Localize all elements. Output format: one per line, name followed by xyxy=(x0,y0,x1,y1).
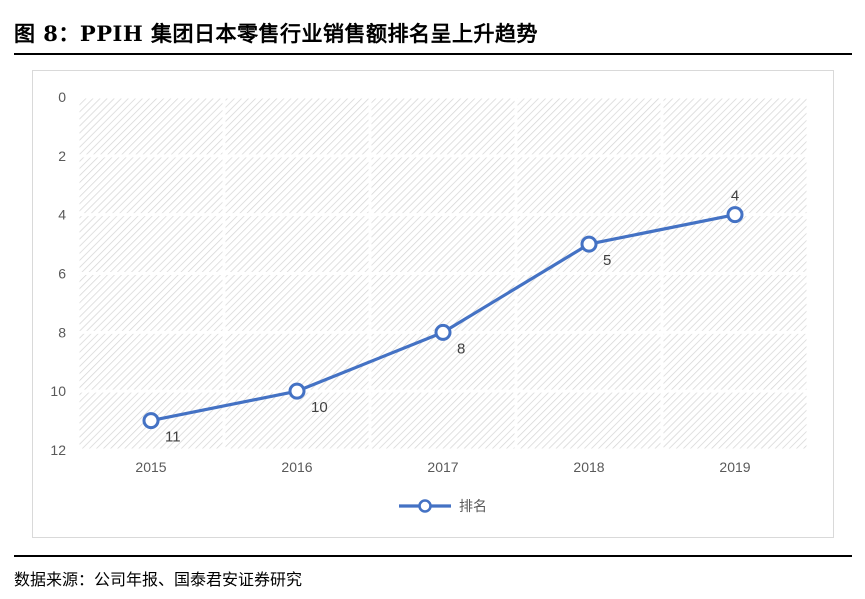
y-tick-label: 8 xyxy=(58,324,66,340)
source-rule xyxy=(14,555,852,557)
x-tick-label: 2016 xyxy=(281,459,312,475)
data-point xyxy=(288,382,306,400)
title-rule xyxy=(14,53,852,55)
legend-marker xyxy=(418,499,432,513)
y-tick-label: 0 xyxy=(58,89,66,105)
data-point xyxy=(142,412,160,430)
x-tick-label: 2017 xyxy=(427,459,458,475)
source-note: 数据来源：公司年报、国泰君安证券研究 xyxy=(14,570,303,589)
data-point xyxy=(580,235,598,253)
data-label: 5 xyxy=(603,252,611,269)
y-tick-label: 12 xyxy=(50,442,66,458)
legend-label: 排名 xyxy=(459,499,487,515)
y-tick-label: 2 xyxy=(58,148,66,164)
y-tick-label: 4 xyxy=(58,207,66,223)
y-tick-label: 6 xyxy=(58,266,66,282)
data-point xyxy=(434,323,452,341)
x-tick-label: 2015 xyxy=(135,459,166,475)
data-label: 11 xyxy=(165,429,181,446)
data-point xyxy=(726,206,744,224)
x-tick-label: 2018 xyxy=(573,459,604,475)
y-tick-label: 10 xyxy=(50,383,66,399)
data-label: 4 xyxy=(731,188,739,205)
data-label: 10 xyxy=(311,399,328,416)
x-tick-label: 2019 xyxy=(719,459,750,475)
data-label: 8 xyxy=(457,340,465,357)
figure-title: 图 8：PPIH 集团日本零售行业销售额排名呈上升趋势 xyxy=(14,21,538,46)
